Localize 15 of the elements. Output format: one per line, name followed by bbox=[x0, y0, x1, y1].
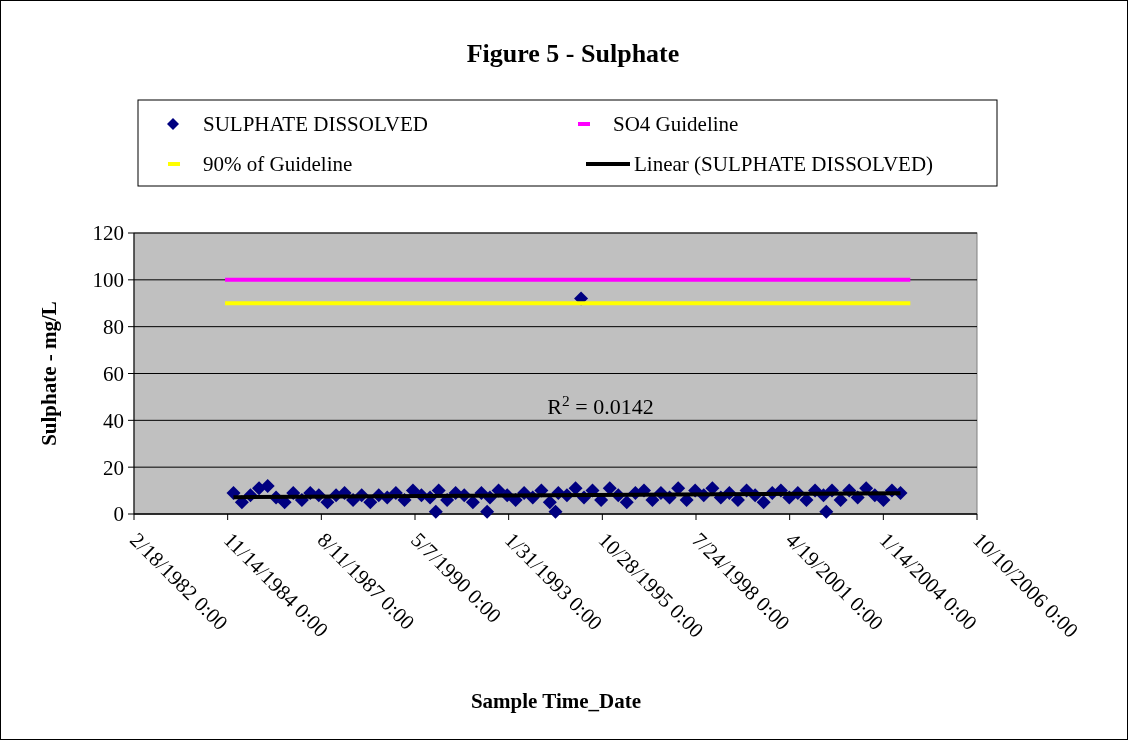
legend-label: 90% of Guideline bbox=[203, 152, 353, 177]
legend-label: Linear (SULPHATE DISSOLVED) bbox=[634, 152, 934, 177]
y-tick-label: 60 bbox=[103, 361, 124, 386]
y-tick-label: 100 bbox=[92, 268, 124, 293]
legend-label: SULPHATE DISSOLVED bbox=[203, 112, 429, 137]
y-tick-label: 80 bbox=[103, 315, 124, 340]
chart-title: Figure 5 - Sulphate bbox=[466, 39, 680, 68]
y-tick-label: 20 bbox=[103, 455, 124, 480]
y-axis-title: Sulphate - mg/L bbox=[37, 301, 61, 446]
y-tick-label: 40 bbox=[103, 408, 124, 433]
y-tick-label: 120 bbox=[92, 221, 124, 246]
legend-label: SO4 Guideline bbox=[613, 112, 739, 137]
y-tick-label: 0 bbox=[113, 502, 124, 527]
x-axis-title: Sample Time_Date bbox=[470, 689, 642, 713]
annotation: R$^{2}$ = 0.0142 bbox=[547, 391, 654, 420]
